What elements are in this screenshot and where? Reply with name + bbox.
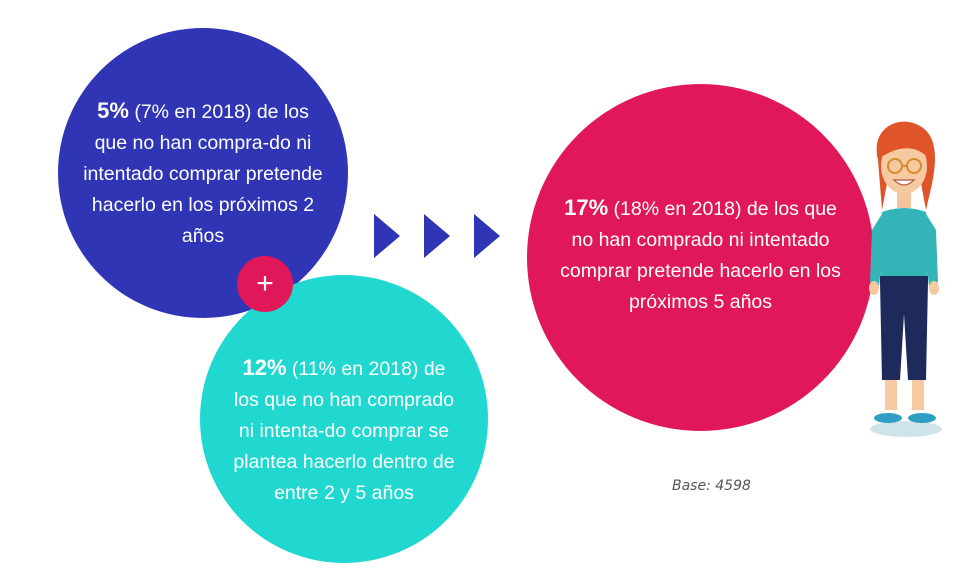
base-note: Base: 4598: [672, 478, 751, 494]
woman-illustration: [869, 121, 942, 437]
chevron-right-icon: [474, 214, 500, 258]
circle-2-to-5-years-text: 12% (11% en 2018) de los que no han comp…: [230, 352, 458, 509]
circle-5-years-percent: 17%: [564, 194, 609, 220]
chevron-right-icon: [424, 214, 450, 258]
circle-2-to-5-years-percent: 12%: [242, 354, 287, 380]
circle-5-years-text: 17% (18% en 2018) de los que no han comp…: [551, 192, 850, 318]
circle-2-to-5-years: 12% (11% en 2018) de los que no han comp…: [200, 275, 488, 563]
circle-2-to-5-years-description: (11% en 2018) de los que no han comprado…: [233, 357, 455, 504]
circle-2-years-text: 5% (7% en 2018) de los que no han compra…: [80, 95, 326, 252]
circle-5-years-description: (18% en 2018) de los que no han comprado…: [560, 197, 841, 313]
circle-2-years: 5% (7% en 2018) de los que no han compra…: [58, 28, 348, 318]
chevron-right-icon: [374, 214, 400, 258]
plus-badge: +: [237, 256, 293, 312]
circle-2-years-percent: 5%: [97, 97, 129, 123]
arrows: [374, 214, 500, 258]
circle-2-years-description: (7% en 2018) de los que no han compra-do…: [83, 100, 323, 247]
circle-5-years: 17% (18% en 2018) de los que no han comp…: [527, 84, 874, 431]
